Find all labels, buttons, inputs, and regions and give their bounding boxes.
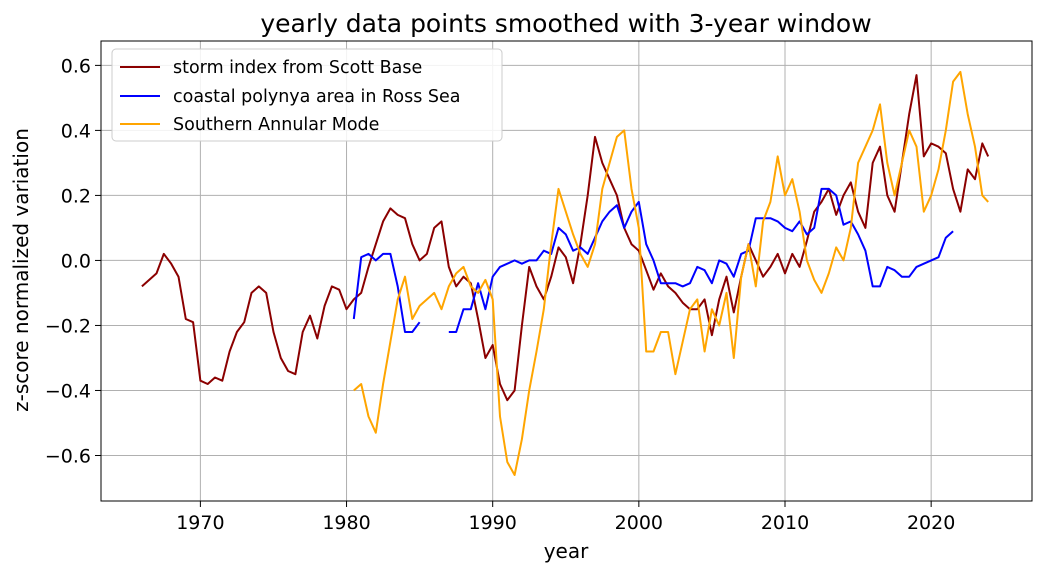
y-tick-label: 0.0 <box>61 250 91 272</box>
plot-frame <box>100 40 1033 502</box>
y-tick-label: 0.2 <box>61 185 91 207</box>
legend-label-storm-index: storm index from Scott Base <box>173 58 422 78</box>
series-storm-index-line <box>141 74 990 402</box>
y-axis-label: z-score normalized variation <box>9 128 33 412</box>
legend-label-sam: Southern Annular Mode <box>173 115 379 135</box>
legend: storm index from Scott Base coastal poly… <box>111 48 503 142</box>
legend-label-polynya-area: coastal polynya area in Ross Sea <box>173 87 461 107</box>
x-tick-label: 1990 <box>469 512 517 534</box>
x-tick-label: 2010 <box>761 512 809 534</box>
series-sam-line <box>353 70 989 476</box>
axis-ticks: 1970 1980 1990 2000 2010 2020 −0.6 −0.4 −0.2 0.0 0… <box>45 55 955 534</box>
chart-title: yearly data points smoothed with 3-year … <box>260 9 871 38</box>
y-tick-label: 0.4 <box>61 120 91 142</box>
y-tick-label: −0.2 <box>45 315 91 337</box>
x-tick-label: 2000 <box>615 512 663 534</box>
x-tick-label: 1980 <box>322 512 370 534</box>
series-lines <box>141 70 990 476</box>
x-axis-label: year <box>544 539 589 563</box>
x-tick-label: 2020 <box>907 512 955 534</box>
y-tick-label: −0.4 <box>45 380 91 402</box>
y-tick-label: 0.6 <box>61 55 91 77</box>
series-polynya-area-line <box>352 187 954 333</box>
y-tick-label: −0.6 <box>45 445 91 467</box>
legend-box <box>111 48 503 142</box>
x-tick-label: 1970 <box>176 512 224 534</box>
